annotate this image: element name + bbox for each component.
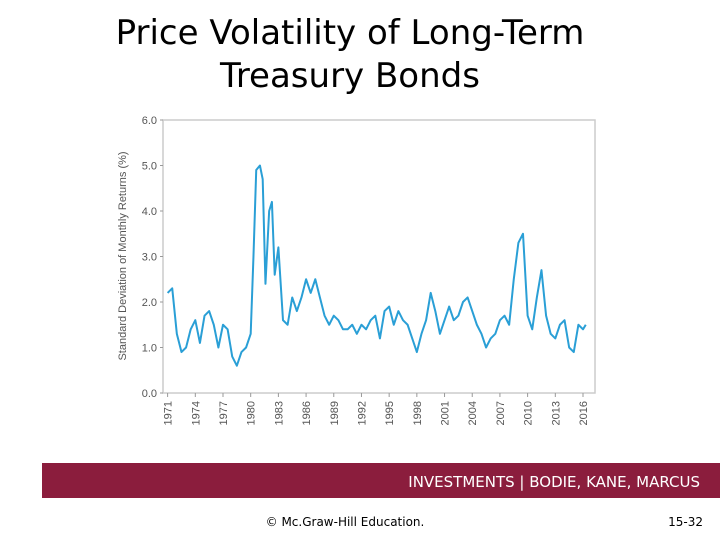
copyright: © Mc.Graw-Hill Education. — [266, 515, 425, 529]
y-tick-label: 4.0 — [142, 206, 157, 218]
x-tick-label: 1989 — [329, 401, 341, 425]
x-tick-label: 2007 — [495, 401, 507, 425]
y-tick-label: 1.0 — [142, 343, 157, 355]
y-tick-label: 5.0 — [142, 161, 157, 173]
title-line-1: Price Volatility of Long-Term — [116, 13, 585, 53]
x-tick-label: 2010 — [523, 401, 535, 425]
plot-frame — [162, 119, 596, 394]
y-tick-label: 0.0 — [142, 388, 157, 400]
x-tick-label: 2013 — [550, 401, 562, 425]
y-tick-label: 6.0 — [142, 115, 157, 127]
x-tick-label: 1992 — [356, 401, 368, 425]
x-tick-label: 2001 — [440, 401, 452, 425]
footer-banner — [42, 463, 720, 498]
x-tick-label: 1974 — [190, 401, 202, 425]
x-tick-label: 1977 — [218, 401, 230, 425]
x-tick-label: 1986 — [301, 401, 313, 425]
x-tick-label: 2016 — [578, 401, 590, 425]
page-number: 15-32 — [668, 515, 703, 529]
data-line — [166, 164, 587, 367]
x-tick-label: 1983 — [273, 401, 285, 425]
y-tick-label: 2.0 — [142, 297, 157, 309]
x-tick-label: 1971 — [163, 401, 175, 425]
banner-text: INVESTMENTS | BODIE, KANE, MARCUS — [408, 473, 700, 491]
x-tick-label: 2004 — [467, 401, 479, 425]
y-tick-label: 3.0 — [142, 252, 157, 264]
y-axis-label: Standard Deviation of Monthly Returns (%… — [117, 151, 129, 360]
x-tick-label: 1995 — [384, 401, 396, 425]
title-line-2: Treasury Bonds — [219, 56, 480, 96]
x-tick-label: 1980 — [246, 401, 258, 425]
x-tick-label: 1998 — [412, 401, 424, 425]
